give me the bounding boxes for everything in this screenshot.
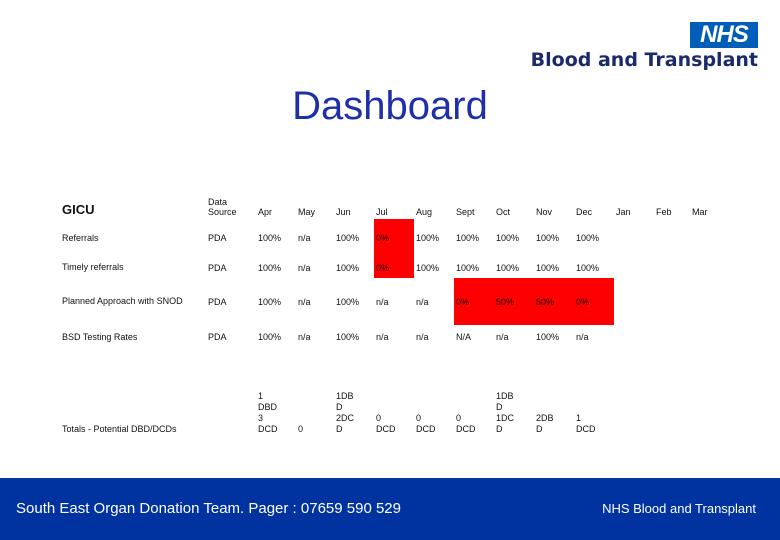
- month-header: Dec: [576, 207, 593, 217]
- table-cell: 100%: [496, 233, 520, 243]
- table-cell-alert: 0%: [374, 219, 414, 257]
- table-cell-alert: 50%: [534, 278, 574, 325]
- table-cell: 1DB D 1DC D: [496, 391, 515, 434]
- month-header: Sept: [456, 207, 475, 217]
- table-cell: n/a: [416, 332, 429, 342]
- nhsbt-logo: NHS Blood and Transplant: [518, 22, 758, 72]
- table-cell: 100%: [336, 296, 360, 307]
- table-cell: 100%: [336, 262, 360, 273]
- table-cell: 100%: [456, 262, 480, 273]
- row-label: Totals - Potential DBD/DCDs: [62, 424, 177, 434]
- month-header: May: [298, 207, 316, 217]
- table-row: Totals - Potential DBD/DCDs 1 DBD 3 DCD …: [60, 349, 722, 437]
- row-label: Planned Approach with SNOD: [62, 296, 183, 306]
- row-source: [206, 349, 256, 437]
- table-cell: [654, 257, 690, 278]
- table-cell: [614, 325, 654, 349]
- table-cell: 100%: [536, 332, 560, 342]
- row-label: Referrals: [62, 232, 99, 243]
- table-cell: 100%: [258, 296, 282, 307]
- table-cell: [654, 278, 690, 325]
- table-header-row: GICU Data Source Apr May Jun Jul Aug Sep…: [60, 190, 722, 219]
- table-cell: 1 DBD 3 DCD: [258, 391, 278, 434]
- table-cell: 100%: [336, 332, 360, 342]
- month-header: Apr: [258, 207, 273, 217]
- table-cell: [614, 257, 654, 278]
- table-row: BSD Testing Rates PDA 100% n/a 100% n/a …: [60, 325, 722, 349]
- table-cell: 100%: [258, 233, 282, 243]
- table-cell: 1 DCD: [576, 413, 596, 434]
- month-header: Feb: [656, 207, 672, 217]
- table-cell: 100%: [576, 262, 600, 273]
- data-source-header: Data Source: [208, 197, 237, 217]
- table-cell: 100%: [416, 262, 440, 273]
- table-cell-alert: 0%: [574, 278, 614, 325]
- table-row: Referrals PDA 100% n/a 100% 0% 100% 100%…: [60, 219, 722, 257]
- logo-org-name: Blood and Transplant: [530, 49, 758, 71]
- page-title: Dashboard: [292, 84, 488, 128]
- table-cell: [614, 219, 654, 257]
- table-cell: [690, 219, 722, 257]
- nhs-badge: NHS: [690, 22, 758, 48]
- row-label: Timely referrals: [62, 262, 124, 272]
- row-source: PDA: [208, 233, 227, 243]
- table-cell: n/a: [298, 296, 311, 307]
- table-cell: [654, 325, 690, 349]
- table-cell: [690, 349, 722, 437]
- table-cell-alert: 50%: [494, 278, 534, 325]
- row-source: PDA: [208, 262, 227, 273]
- table-cell: n/a: [576, 332, 589, 342]
- unit-header: GICU: [62, 202, 95, 217]
- table-row: Planned Approach with SNOD PDA 100% n/a …: [60, 278, 722, 325]
- table-cell-alert: 0%: [374, 257, 414, 278]
- month-header: Jul: [376, 207, 388, 217]
- footer-contact: South East Organ Donation Team. Pager : …: [16, 500, 401, 517]
- footer-bar: South East Organ Donation Team. Pager : …: [0, 478, 780, 540]
- table-cell: N/A: [456, 332, 472, 342]
- table-cell: 0 DCD: [456, 413, 476, 434]
- table-cell: 100%: [456, 233, 480, 243]
- table-cell: [614, 278, 654, 325]
- footer-org: NHS Blood and Transplant: [602, 501, 756, 516]
- table-cell: 100%: [496, 262, 520, 273]
- table-cell: [654, 219, 690, 257]
- month-header: Oct: [496, 207, 511, 217]
- month-header: Jan: [616, 207, 631, 217]
- table-cell: 100%: [536, 233, 560, 243]
- table-cell: n/a: [496, 332, 509, 342]
- table-cell: n/a: [298, 233, 311, 243]
- table-cell: n/a: [298, 262, 311, 273]
- table-cell: 100%: [336, 233, 360, 243]
- month-header: Mar: [692, 207, 708, 217]
- table-cell: 0 DCD: [376, 413, 396, 434]
- month-header: Nov: [536, 207, 553, 217]
- table-cell: 100%: [576, 233, 600, 243]
- row-label: BSD Testing Rates: [62, 331, 138, 342]
- table-cell: [690, 325, 722, 349]
- table-cell: n/a: [376, 332, 389, 342]
- table-cell: 1DB D 2DC D: [336, 391, 355, 434]
- table-cell-alert: 0%: [454, 278, 494, 325]
- table-row: Timely referrals PDA 100% n/a 100% 0% 10…: [60, 257, 722, 278]
- month-header: Jun: [336, 207, 351, 217]
- table-cell: 100%: [536, 262, 560, 273]
- table-cell: [654, 349, 690, 437]
- table-cell: [614, 349, 654, 437]
- table-cell: 100%: [258, 332, 282, 342]
- table-cell: 0 DCD: [416, 413, 436, 434]
- table-cell: [690, 278, 722, 325]
- table-cell: 100%: [258, 262, 282, 273]
- table-cell: 2DB D: [536, 413, 554, 434]
- month-header: Aug: [416, 207, 433, 217]
- table-cell: [690, 257, 722, 278]
- dashboard-table: GICU Data Source Apr May Jun Jul Aug Sep…: [60, 190, 722, 437]
- row-source: PDA: [208, 332, 227, 342]
- table-cell: 0: [298, 424, 304, 434]
- table-cell: n/a: [298, 332, 311, 342]
- row-source: PDA: [208, 296, 227, 307]
- table-cell: n/a: [416, 296, 429, 307]
- table-cell: n/a: [376, 296, 389, 307]
- table-cell: 100%: [416, 233, 440, 243]
